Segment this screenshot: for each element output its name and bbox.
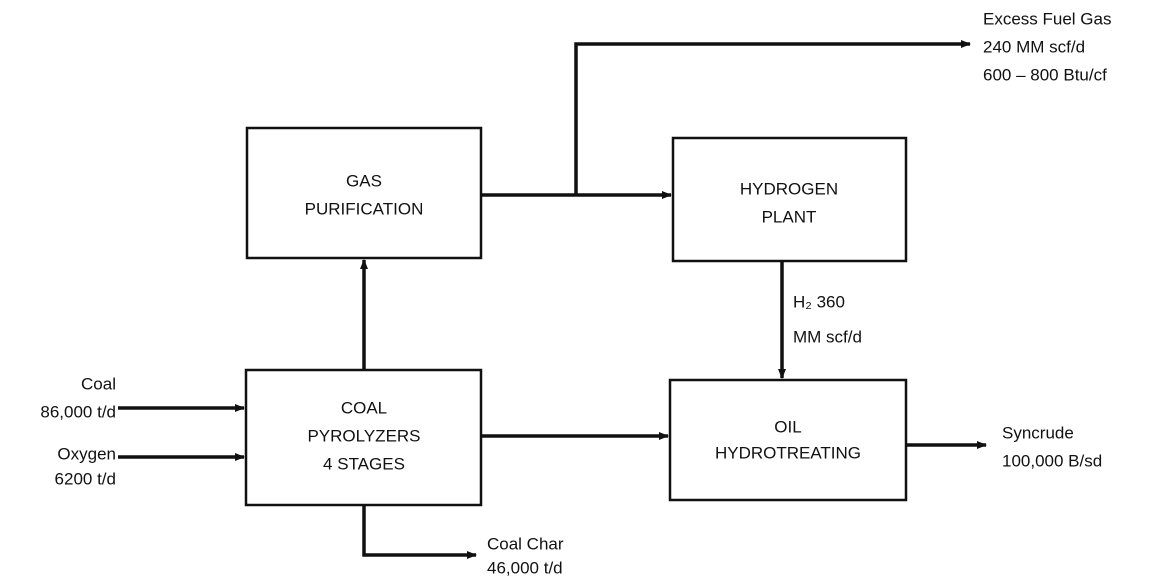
fuel-gas-arrow xyxy=(574,40,971,195)
node-label: 4 STAGES xyxy=(323,454,405,473)
node-label: COAL xyxy=(341,398,387,417)
stream-label: Coal xyxy=(81,374,116,393)
stream-label: Excess Fuel Gas xyxy=(983,9,1112,28)
node-label: HYDROTREATING xyxy=(715,443,861,462)
stream-label: 86,000 t/d xyxy=(40,402,116,421)
stream-label: 100,000 B/sd xyxy=(1002,451,1102,470)
stream-label: 600 – 800 Btu/cf xyxy=(983,65,1107,84)
node-label: PYROLYZERS xyxy=(307,426,420,445)
stream-label: 46,000 t/d xyxy=(487,558,563,577)
node-label: OIL xyxy=(774,417,801,436)
char-arrow xyxy=(362,505,477,559)
stream-label: 240 MM scf/d xyxy=(983,37,1085,56)
hydrotreating-box xyxy=(668,378,908,502)
flows xyxy=(118,40,987,559)
stream-label: Syncrude xyxy=(1002,423,1074,442)
hydrogen-plant-box xyxy=(671,136,908,263)
node-label: PURIFICATION xyxy=(305,199,424,218)
gas-purification-box xyxy=(245,126,483,260)
node-label: PLANT xyxy=(762,207,817,226)
labels: GAS PURIFICATION HYDROGEN PLANT COAL PYR… xyxy=(40,9,1111,577)
stream-label: Coal Char xyxy=(487,534,564,553)
node-label: GAS xyxy=(346,171,382,190)
node-label: HYDROGEN xyxy=(740,179,838,198)
stream-label: Oxygen xyxy=(57,444,116,463)
stream-label: H₂ 360 xyxy=(793,292,845,311)
stream-label: 6200 t/d xyxy=(55,469,116,488)
stream-label: MM scf/d xyxy=(793,327,862,346)
